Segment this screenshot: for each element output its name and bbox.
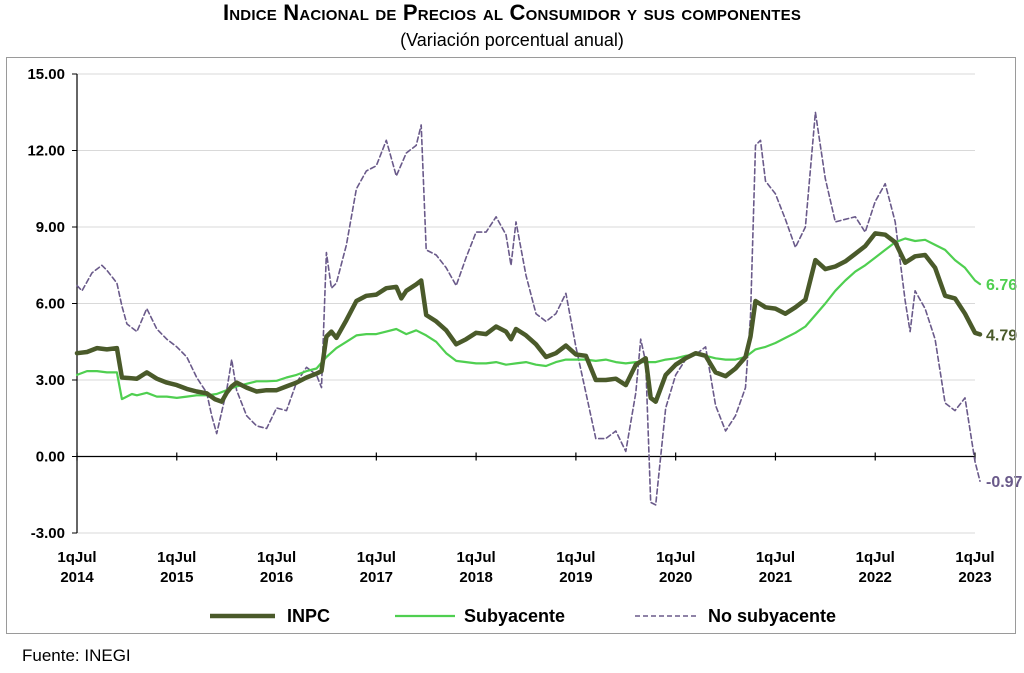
- x-tick-year: 2015: [160, 569, 193, 586]
- x-tick-label: 1qJul: [57, 549, 96, 566]
- y-tick-label: 3.00: [36, 372, 65, 389]
- no-subyacente-end-label: -0.97: [986, 474, 1023, 491]
- x-tick-year: 2020: [659, 569, 692, 586]
- x-tick-year: 2022: [859, 569, 892, 586]
- legend-label-inpc: INPC: [287, 606, 330, 626]
- x-tick-label: 1qJul: [556, 549, 595, 566]
- x-tick-year: 2021: [759, 569, 792, 586]
- subyacente-line: [75, 237, 982, 401]
- x-tick-year: 2014: [60, 569, 94, 586]
- x-tick-year: 2019: [559, 569, 592, 586]
- gridlines: [77, 73, 975, 534]
- x-tick-label: 1qJul: [457, 549, 496, 566]
- y-tick-label: 9.00: [36, 219, 65, 236]
- y-tick-label: -3.00: [31, 525, 65, 542]
- legend: INPC Subyacente No subyacente: [210, 606, 836, 626]
- x-tick-label: 1qJul: [257, 549, 296, 566]
- x-tick-label: 1qJul: [157, 549, 196, 566]
- y-axis: 15.00 12.00 9.00 6.00 3.00 0.00 -3.00: [27, 66, 78, 542]
- subyacente-end-label: 6.76: [986, 277, 1017, 294]
- x-tick-label: 1qJul: [656, 549, 695, 566]
- x-tick-label: 1qJul: [756, 549, 795, 566]
- series-lines: [74, 111, 983, 506]
- y-tick-label: 12.00: [27, 143, 65, 160]
- chart-title: Indice Nacional de Precios al Consumidor…: [222, 0, 802, 25]
- x-tick-label: 1qJul: [357, 549, 396, 566]
- end-labels: -0.97 6.76 4.79: [986, 277, 1023, 491]
- y-tick-label: 15.00: [27, 66, 65, 83]
- x-tick-year: 2018: [459, 569, 492, 586]
- x-axis: 1qJul 2014 1qJul 2015 1qJul 2016 1qJul 2017 1qJu…: [57, 452, 995, 586]
- x-tick-label: 1qJul: [856, 549, 895, 566]
- inpc-end-label: 4.79: [986, 327, 1017, 344]
- legend-label-no-subyacente: No subyacente: [708, 606, 836, 626]
- source-note: Fuente: INEGI: [22, 646, 131, 665]
- no-subyacente-line: [76, 111, 981, 506]
- chart-subtitle: (Variación porcentual anual): [400, 30, 624, 50]
- inpc-line: [74, 231, 983, 404]
- legend-label-subyacente: Subyacente: [464, 606, 565, 626]
- y-tick-label: 6.00: [36, 296, 65, 313]
- x-tick-year: 2016: [260, 569, 293, 586]
- x-tick-label: 1qJul: [955, 549, 994, 566]
- x-tick-year: 2017: [360, 569, 393, 586]
- y-tick-label: 0.00: [36, 449, 65, 466]
- x-tick-year: 2023: [958, 569, 991, 586]
